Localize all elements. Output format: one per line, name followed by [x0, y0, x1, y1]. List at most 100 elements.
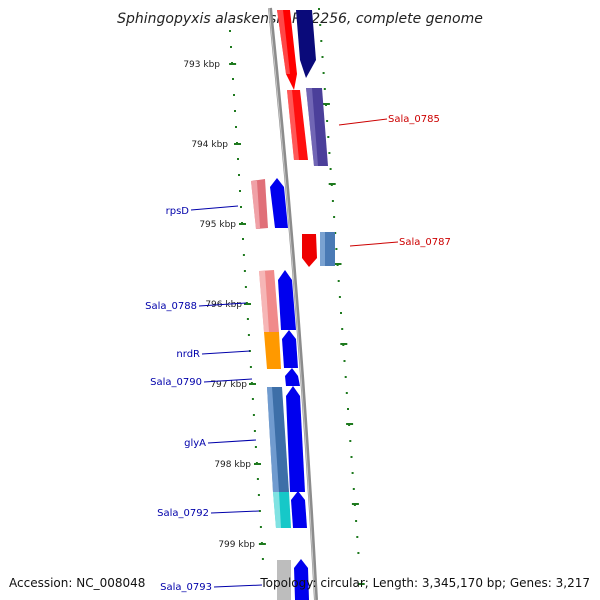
track-dot [251, 398, 254, 400]
tick-label: 797 kbp [210, 380, 247, 390]
track-dot [247, 334, 250, 336]
genome-backbone [268, 7, 318, 600]
track-dot [259, 526, 262, 528]
track-dot [349, 440, 352, 442]
track-dot [238, 174, 240, 176]
gene-nrdr-orange[interactable] [264, 332, 281, 369]
gene-label-lines [190, 118, 399, 588]
topology-text: Topology: circular; Length: 3,345,170 bp… [259, 576, 590, 590]
gene-sala-0793[interactable] [294, 559, 309, 600]
track-dot [333, 216, 336, 218]
track-dot [257, 494, 260, 496]
tick-label: 793 kbp [183, 60, 220, 70]
track-dot [355, 520, 358, 522]
accession-text: Accession: NC_008048 [9, 576, 145, 590]
track-dot [320, 40, 323, 42]
track-dot [326, 120, 329, 122]
track-dot [229, 30, 231, 32]
tick-label: 799 kbp [218, 540, 255, 550]
track-dot [244, 286, 247, 288]
dotted-tracks [229, 8, 365, 585]
track-dot [347, 408, 349, 410]
track-dot [242, 238, 244, 240]
gene-label-sala-0790[interactable]: Sala_0790 [150, 377, 202, 388]
tick-label: 794 kbp [191, 140, 228, 150]
gene-label-sala-0788[interactable]: Sala_0788 [145, 301, 197, 312]
track-dot [230, 46, 232, 48]
track-dot [240, 206, 242, 208]
track-dot [258, 510, 261, 512]
tick-marks: 793 kbp 794 kbp 795 kbp 796 kbp 797 kbp … [183, 60, 255, 550]
track-dot [253, 430, 256, 432]
track-dot [338, 296, 341, 298]
track-dot [234, 110, 236, 112]
gene-label-sala-0787[interactable]: Sala_0787 [399, 237, 451, 248]
track-dot [327, 136, 330, 138]
gene-label-sala-0785[interactable]: Sala_0785 [388, 114, 440, 125]
track-dot [242, 254, 245, 256]
track-dot [340, 312, 342, 314]
tick-dash [334, 263, 342, 265]
track-dot [328, 152, 331, 154]
gene-label-sala-0792[interactable]: Sala_0792 [157, 508, 209, 519]
tick-label: 796 kbp [205, 300, 242, 310]
reverse-genes [251, 178, 309, 600]
tick-dash [346, 423, 354, 425]
tick-dash [322, 103, 330, 105]
track-dot [261, 558, 264, 560]
track-dot [252, 414, 255, 416]
gene-label-glya[interactable]: glyA [184, 438, 206, 449]
gene-sala-0790[interactable] [285, 368, 300, 386]
track-dot [345, 392, 348, 394]
track-dot [331, 200, 334, 202]
track-dot [352, 488, 355, 490]
tick-dash [351, 503, 359, 505]
track-dot [344, 376, 347, 378]
tick-dash [249, 383, 256, 385]
track-dot [335, 248, 338, 250]
tick-dash [328, 183, 336, 185]
track-dot [246, 318, 249, 320]
gene-nrdr[interactable] [282, 330, 298, 368]
gene-sala-0792[interactable] [291, 491, 307, 528]
track-dot [337, 280, 340, 282]
tick-dash [340, 343, 348, 345]
track-dot [254, 446, 257, 448]
track-dot [322, 72, 325, 74]
track-dot [334, 232, 337, 234]
gene-label-sala-0793[interactable]: Sala_0793 [160, 582, 212, 593]
track-dot [329, 168, 332, 170]
gene-sala-0787-red[interactable] [302, 234, 317, 267]
gene-sala-0788[interactable] [278, 270, 296, 330]
track-dot [323, 88, 326, 90]
tick-dash [234, 143, 241, 145]
gene-rpsd[interactable] [270, 178, 288, 228]
gene-labels: Sala_0785 Sala_0787 rpsD Sala_0788 nrdR … [145, 114, 451, 593]
track-dot [233, 94, 235, 96]
gene-sala-0793-grey[interactable] [277, 560, 291, 600]
track-dot [232, 78, 234, 80]
tick-dash [239, 223, 246, 225]
gene-label-rpsd[interactable]: rpsD [166, 206, 190, 217]
tick-dash [229, 63, 237, 65]
track-dot [343, 360, 346, 362]
track-dot [351, 472, 354, 474]
track-dot [341, 328, 344, 330]
track-dot [249, 366, 252, 368]
track-dot [318, 8, 320, 10]
gene-glya[interactable] [286, 386, 305, 492]
tick-label: 798 kbp [214, 460, 251, 470]
tick-dash [254, 463, 261, 465]
track-dot [239, 190, 241, 192]
forward-genes [277, 10, 335, 267]
track-dot [235, 126, 237, 128]
track-dot [243, 270, 246, 272]
track-dot [321, 56, 324, 58]
track-dot [357, 552, 360, 554]
gene-navy-top[interactable] [296, 10, 316, 78]
gene-label-nrdr[interactable]: nrdR [176, 349, 200, 360]
tick-label: 795 kbp [199, 220, 236, 230]
track-dot [256, 478, 259, 480]
tick-dash [258, 543, 266, 545]
